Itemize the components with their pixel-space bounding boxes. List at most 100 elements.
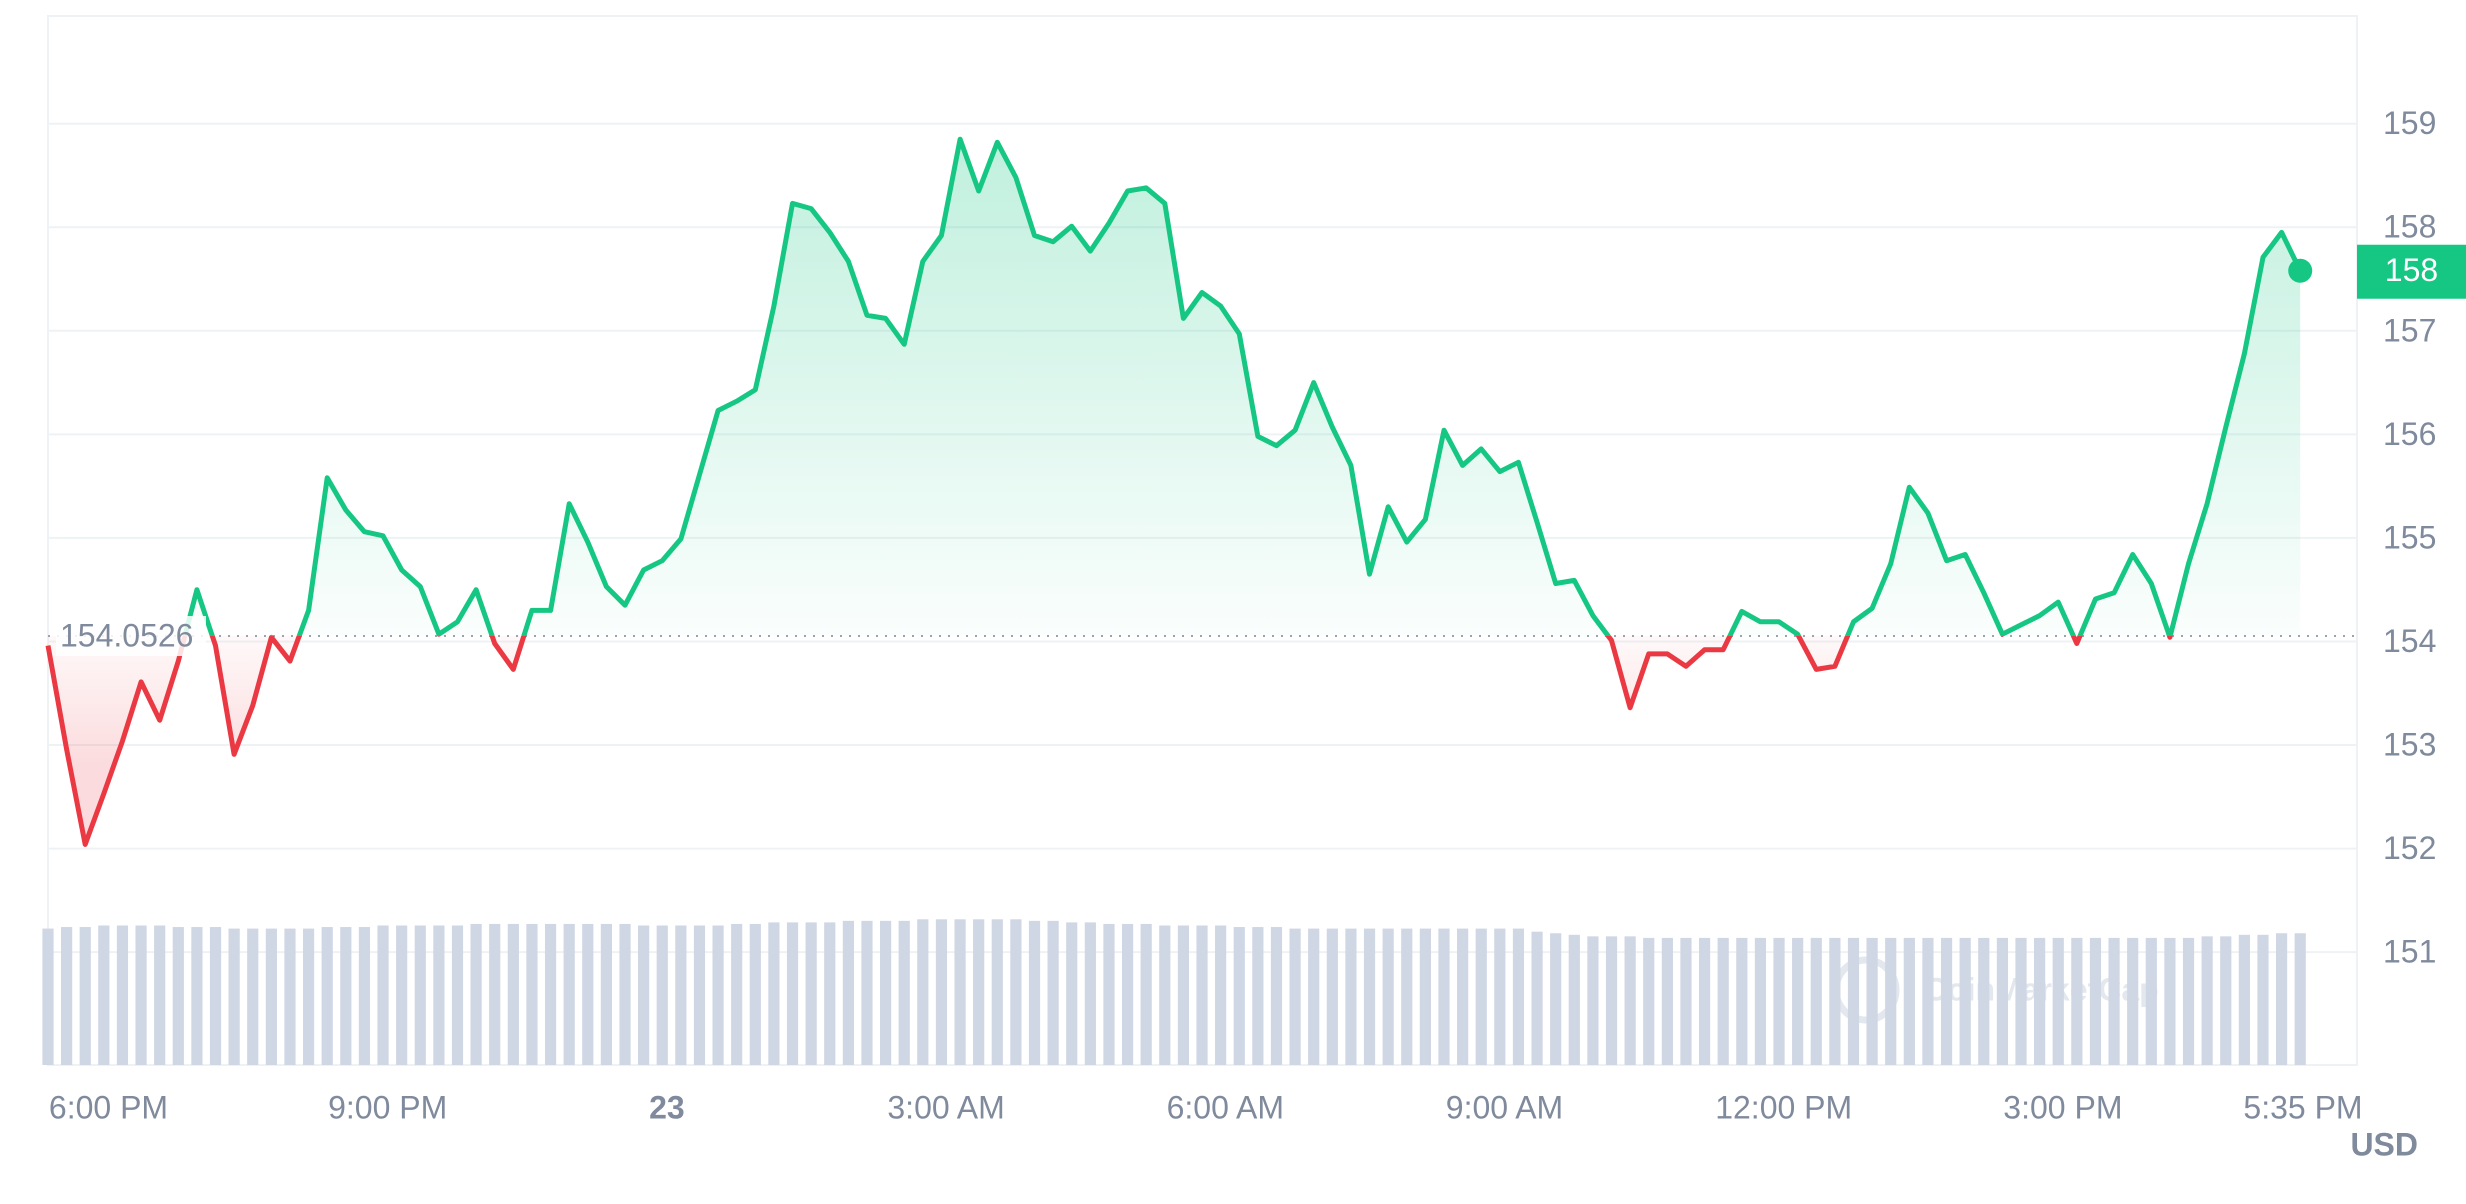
price-badge-bg — [2357, 244, 2466, 299]
volume-bar — [116, 925, 129, 1065]
volume-bar — [1289, 928, 1301, 1065]
volume-bar — [1270, 927, 1283, 1065]
volume-bar — [1159, 925, 1171, 1065]
volume-bar — [2276, 933, 2288, 1065]
volume-bar — [2089, 937, 2102, 1065]
volume-bar — [638, 925, 650, 1065]
volume-bar — [396, 925, 408, 1065]
volume-bar — [321, 927, 333, 1065]
volume-bar — [1010, 919, 1022, 1065]
volume-bar — [1736, 937, 1748, 1065]
volume-bar — [1215, 925, 1227, 1065]
volume-bar — [2015, 937, 2027, 1065]
volume-bar — [898, 920, 910, 1065]
volume-bar — [2294, 933, 2306, 1065]
volume-bar — [1587, 936, 1599, 1065]
volume-bar — [470, 923, 482, 1065]
volume-bar — [2127, 937, 2139, 1065]
volume-bar — [2071, 937, 2083, 1065]
volume-bar — [954, 919, 966, 1065]
volume-bar — [861, 920, 873, 1065]
volume-bar — [1680, 937, 1692, 1065]
volume-bar — [1066, 922, 1078, 1065]
volume-bar — [1568, 934, 1580, 1065]
baseline-label: 154.0526 — [60, 617, 193, 653]
volume-bar — [1401, 928, 1413, 1065]
volume-bar — [1605, 936, 1618, 1065]
x-tick-label: 9:00 AM — [1446, 1089, 1563, 1125]
volume-bar — [712, 925, 724, 1065]
price-area — [48, 139, 2301, 845]
volume-bar — [917, 919, 929, 1065]
volume-bar — [1196, 925, 1208, 1065]
volume-bar — [1363, 928, 1376, 1065]
volume-bar — [247, 928, 259, 1065]
price-badge: 158 — [2385, 252, 2438, 288]
volume-bar — [209, 927, 222, 1065]
volume-bar — [1028, 920, 1041, 1065]
volume-bar — [1121, 923, 1134, 1065]
volume-bar — [1531, 931, 1543, 1065]
volume-bar — [1661, 937, 1673, 1065]
y-tick-label: 158 — [2383, 209, 2436, 245]
volume-bar — [2238, 934, 2250, 1065]
volume-bar — [1419, 928, 1431, 1065]
volume-bar — [2108, 937, 2120, 1065]
volume-bar — [973, 919, 985, 1065]
volume-bar — [842, 920, 854, 1065]
x-tick-label: 5:35 PM — [2243, 1089, 2362, 1125]
volume-bar — [1829, 937, 1841, 1065]
volume-bar — [284, 928, 296, 1065]
volume-bar — [1922, 937, 1934, 1065]
volume-bar — [1047, 920, 1059, 1065]
volume-bar — [991, 919, 1003, 1065]
volume-bar — [786, 922, 799, 1065]
volume-bar — [693, 925, 706, 1065]
volume-bar — [1475, 928, 1487, 1065]
volume-bar — [619, 923, 631, 1065]
volume-bar — [414, 925, 426, 1065]
volume-bar — [358, 927, 371, 1065]
volume-bar — [172, 927, 184, 1065]
volume-bar — [731, 923, 743, 1065]
y-tick-label: 153 — [2383, 726, 2436, 762]
y-tick-label: 151 — [2383, 934, 2436, 970]
y-tick-label: 152 — [2383, 830, 2436, 866]
volume-bar — [98, 925, 110, 1065]
volume-bar — [1177, 925, 1190, 1065]
volume-bar — [749, 923, 761, 1065]
y-tick-label: 155 — [2383, 519, 2436, 555]
volume-bar — [1624, 936, 1636, 1065]
volume-bar — [1940, 937, 1953, 1065]
volume-bar — [265, 928, 277, 1065]
volume-bar — [61, 927, 73, 1065]
volume-bar — [1457, 928, 1469, 1065]
volume-bar — [2145, 937, 2157, 1065]
volume-bar — [563, 923, 575, 1065]
volume-bar — [805, 922, 817, 1065]
y-tick-label: 156 — [2383, 416, 2436, 452]
volume-bar — [1345, 928, 1357, 1065]
volume-bar — [1140, 923, 1152, 1065]
volume-bar — [433, 925, 445, 1065]
baseline-label-bg — [56, 616, 206, 657]
volume-bar — [340, 927, 352, 1065]
x-tick-label: 3:00 PM — [2003, 1089, 2122, 1125]
volume-bar — [1903, 937, 1915, 1065]
volume-bar — [2201, 936, 2213, 1065]
volume-bar — [302, 928, 315, 1065]
y-tick-label: 157 — [2383, 312, 2436, 348]
volume-bar — [1978, 937, 1990, 1065]
volume-bar — [1717, 937, 1729, 1065]
volume-bar — [451, 925, 464, 1065]
volume-bar — [880, 920, 892, 1065]
volume-bar — [1308, 928, 1320, 1065]
currency-label: USD — [2350, 1126, 2418, 1162]
volume-bar — [1084, 922, 1096, 1065]
volume-bar — [1847, 937, 1860, 1065]
volume-bar — [1959, 937, 1971, 1065]
volume-bar — [79, 927, 91, 1065]
volume-bar — [1550, 933, 1562, 1065]
volume-bar — [768, 922, 780, 1065]
volume-bar — [489, 923, 501, 1065]
